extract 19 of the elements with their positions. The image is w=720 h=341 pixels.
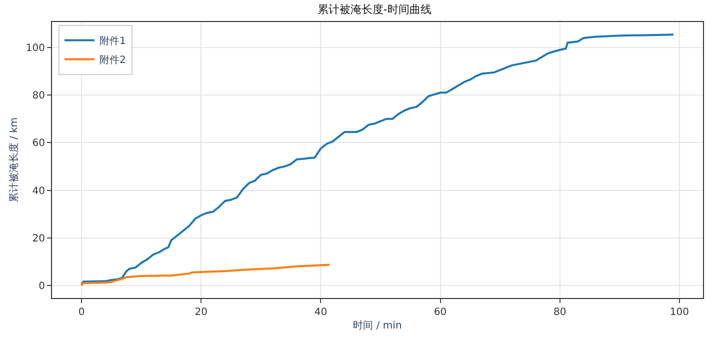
x-tick-label: 40 — [314, 307, 328, 318]
legend-label: 附件2 — [100, 54, 126, 66]
x-tick-label: 0 — [78, 307, 85, 318]
y-axis-title: 累计被淹长度 / km — [8, 117, 20, 203]
x-tick-label: 100 — [670, 307, 689, 318]
line-series — [80, 34, 674, 286]
x-tick-label: 60 — [434, 307, 447, 318]
x-tick-label: 20 — [194, 307, 208, 318]
y-tick-label: 80 — [32, 90, 45, 102]
line-series — [80, 264, 331, 286]
legend-label: 附件1 — [100, 35, 126, 48]
y-tick-label: 60 — [32, 138, 45, 150]
y-tick-label: 100 — [26, 42, 45, 54]
x-axis-title: 时间 / min — [353, 320, 402, 332]
y-tick-label: 40 — [32, 186, 45, 197]
x-tick-label: 80 — [553, 307, 566, 318]
y-tick-label: 0 — [38, 280, 45, 292]
chart-title: 累计被淹长度-时间曲线 — [317, 2, 432, 16]
y-tick-label: 20 — [32, 233, 45, 244]
